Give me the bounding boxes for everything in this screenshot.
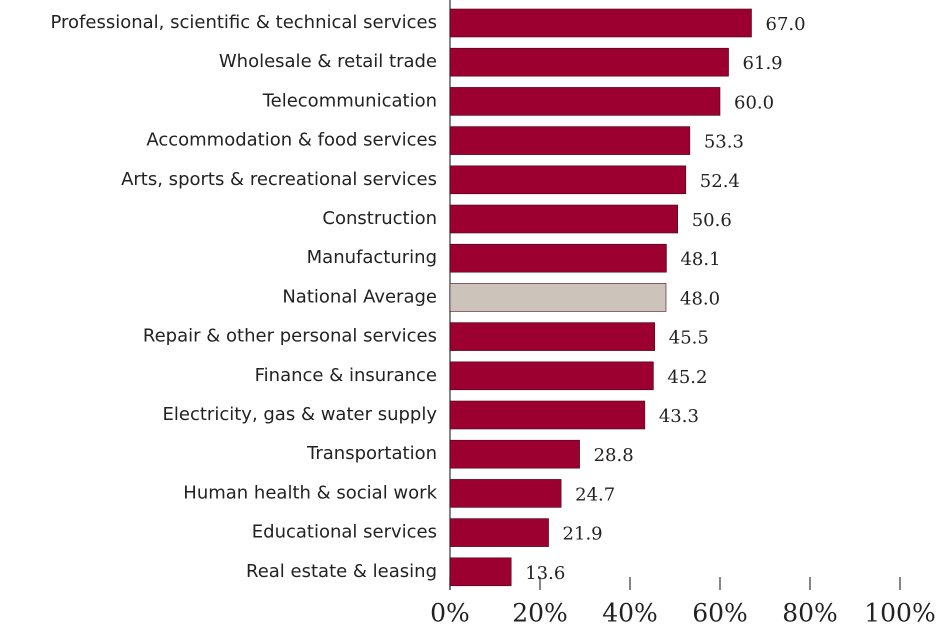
bar	[449, 557, 512, 587]
value-label: 21.9	[563, 524, 603, 545]
bar	[449, 47, 729, 77]
x-tick-label: 60%	[692, 599, 748, 628]
bar	[449, 283, 667, 312]
x-tick-label: 100%	[864, 599, 935, 628]
bar	[449, 479, 562, 508]
value-label: 45.2	[667, 367, 707, 388]
value-label: 53.3	[704, 132, 744, 153]
bar	[449, 518, 549, 547]
value-label: 13.6	[525, 563, 565, 584]
x-tick-label: 0%	[430, 599, 470, 628]
x-tick-label: 80%	[782, 599, 838, 628]
x-tick-label: 20%	[512, 599, 568, 628]
category-label: Repair & other personal services	[143, 326, 437, 347]
category-label: Transportation	[306, 443, 437, 464]
category-label: Construction	[322, 208, 437, 229]
value-label: 45.5	[669, 328, 709, 349]
bar	[449, 126, 691, 155]
bar	[449, 243, 667, 273]
bar	[449, 361, 654, 391]
category-label: Wholesale & retail trade	[219, 51, 437, 72]
category-label: Real estate & leasing	[246, 561, 437, 582]
bar	[449, 8, 752, 38]
bar	[449, 439, 580, 469]
category-label: Arts, sports & recreational services	[121, 169, 437, 190]
value-label: 67.0	[766, 14, 806, 35]
category-label: Professional, scientific & technical ser…	[51, 12, 438, 33]
category-label: Educational services	[252, 522, 437, 543]
x-tick-label: 40%	[602, 599, 658, 628]
value-label: 28.8	[594, 445, 634, 466]
value-label: 61.9	[743, 53, 783, 74]
category-label: Manufacturing	[307, 247, 437, 268]
value-label: 60.0	[734, 92, 774, 113]
value-label: 24.7	[575, 484, 615, 505]
value-label: 48.0	[680, 288, 720, 309]
bar	[449, 400, 646, 430]
value-label: 43.3	[659, 406, 699, 427]
category-label: National Average	[282, 286, 437, 307]
category-label: Human health & social work	[183, 482, 437, 503]
value-label: 50.6	[692, 210, 732, 231]
bar	[449, 165, 687, 195]
category-label: Electricity, gas & water supply	[163, 404, 438, 425]
value-label: 52.4	[700, 171, 740, 192]
bar	[449, 322, 656, 351]
category-label: Accommodation & food services	[146, 130, 437, 151]
bar	[449, 204, 678, 234]
category-label: Finance & insurance	[255, 365, 437, 386]
bar	[449, 87, 721, 116]
category-label: Telecommunication	[262, 90, 437, 111]
value-label: 48.1	[680, 249, 720, 270]
